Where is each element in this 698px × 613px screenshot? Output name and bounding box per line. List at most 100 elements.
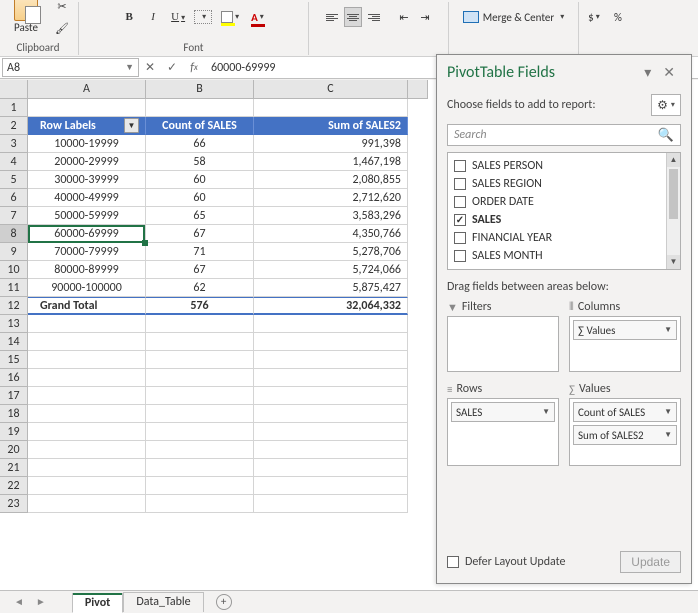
cancel-formula-button[interactable]: ✕ [139, 57, 161, 78]
cut-button[interactable]: ✂ [52, 0, 72, 16]
row-header-12[interactable]: 12 [0, 297, 28, 315]
cell[interactable] [146, 495, 254, 513]
close-icon[interactable]: ✕ [657, 64, 681, 81]
area-chip[interactable]: SALES▼ [451, 402, 555, 422]
name-box[interactable]: A8 ▼ [2, 58, 139, 77]
enter-formula-button[interactable]: ✓ [161, 57, 183, 78]
cell[interactable] [254, 441, 408, 459]
currency-format-button[interactable]: $ [585, 7, 603, 27]
sheet-nav-prev[interactable]: ◄ [8, 595, 30, 608]
cell[interactable] [28, 423, 146, 441]
cell[interactable]: 60 [146, 171, 254, 189]
cell[interactable]: 66 [146, 135, 254, 153]
cell[interactable] [28, 441, 146, 459]
cell[interactable] [254, 369, 408, 387]
cell[interactable]: 65 [146, 207, 254, 225]
cell[interactable]: 1,467,198 [254, 153, 408, 171]
cell[interactable]: 90000-100000 [28, 279, 146, 297]
cells-area[interactable]: Row Labels▼Count of SALESSum of SALES210… [28, 99, 408, 513]
cell[interactable] [254, 423, 408, 441]
field-checkbox[interactable] [454, 196, 466, 208]
cell[interactable]: Grand Total [28, 297, 146, 315]
align-right-button[interactable] [365, 7, 383, 27]
cell[interactable] [146, 441, 254, 459]
cell[interactable] [254, 495, 408, 513]
cell[interactable]: 58 [146, 153, 254, 171]
cell[interactable]: 40000-49999 [28, 189, 146, 207]
row-header-11[interactable]: 11 [0, 279, 28, 297]
row-header-16[interactable]: 16 [0, 369, 28, 387]
cell[interactable]: 71 [146, 243, 254, 261]
row-header-20[interactable]: 20 [0, 441, 28, 459]
field-search-input[interactable]: Search 🔍 [447, 124, 681, 146]
cell[interactable] [146, 477, 254, 495]
field-checkbox[interactable] [454, 178, 466, 190]
cell[interactable]: 60 [146, 189, 254, 207]
cell[interactable] [146, 351, 254, 369]
cell[interactable] [254, 99, 408, 117]
column-header-A[interactable]: A [28, 80, 146, 99]
cell[interactable] [28, 315, 146, 333]
cell[interactable]: 80000-89999 [28, 261, 146, 279]
cell[interactable] [28, 477, 146, 495]
cell[interactable]: 62 [146, 279, 254, 297]
cell[interactable]: 67 [146, 225, 254, 243]
borders-button[interactable] [194, 10, 212, 24]
cell[interactable]: Row Labels▼ [28, 117, 146, 135]
font-color-button[interactable]: A [248, 7, 267, 27]
merge-center-button[interactable]: Merge & Center [460, 7, 568, 27]
cell[interactable] [146, 405, 254, 423]
rowlabels-filter-button[interactable]: ▼ [124, 118, 139, 133]
cell[interactable] [146, 459, 254, 477]
scroll-up-icon[interactable]: ▲ [667, 153, 680, 167]
cell[interactable] [254, 315, 408, 333]
chevron-down-icon[interactable]: ▼ [542, 407, 550, 417]
cell[interactable] [146, 387, 254, 405]
cell[interactable]: 5,724,066 [254, 261, 408, 279]
cell[interactable] [28, 405, 146, 423]
cell[interactable]: Count of SALES [146, 117, 254, 135]
area-chip[interactable]: Count of SALES▼ [573, 402, 677, 422]
cell[interactable] [254, 459, 408, 477]
area-chip[interactable]: Sum of SALES2▼ [573, 425, 677, 445]
row-header-23[interactable]: 23 [0, 495, 28, 513]
cell[interactable]: 20000-29999 [28, 153, 146, 171]
area-filters-box[interactable] [447, 316, 559, 372]
field-sales[interactable]: SALES [452, 211, 662, 229]
cell[interactable] [28, 369, 146, 387]
row-header-10[interactable]: 10 [0, 261, 28, 279]
cell[interactable] [146, 99, 254, 117]
paste-button[interactable]: Paste [4, 0, 48, 40]
field-financial-year[interactable]: FINANCIAL YEAR [452, 229, 662, 247]
cell[interactable]: 576 [146, 297, 254, 315]
chevron-down-icon[interactable]: ▼ [664, 325, 672, 335]
area-rows-box[interactable]: SALES▼ [447, 398, 559, 466]
increase-indent-button[interactable]: ⇥ [416, 7, 434, 27]
cell[interactable]: 60000-69999 [28, 225, 146, 243]
row-header-7[interactable]: 7 [0, 207, 28, 225]
row-header-19[interactable]: 19 [0, 423, 28, 441]
cell[interactable]: 70000-79999 [28, 243, 146, 261]
percent-format-button[interactable]: % [609, 7, 627, 27]
chevron-down-icon[interactable]: ▼ [664, 430, 672, 440]
column-header-C[interactable]: C [254, 80, 408, 99]
cell[interactable]: 32,064,332 [254, 297, 408, 315]
cell[interactable]: 5,875,427 [254, 279, 408, 297]
sheet-tab-data_table[interactable]: Data_Table [123, 592, 203, 612]
sheet-nav-next[interactable]: ► [30, 595, 52, 608]
cell[interactable] [146, 423, 254, 441]
cell[interactable]: 3,583,296 [254, 207, 408, 225]
field-checkbox[interactable] [454, 214, 466, 226]
field-checkbox[interactable] [454, 232, 466, 244]
decrease-indent-button[interactable]: ⇤ [395, 7, 413, 27]
field-sales-month[interactable]: SALES MONTH [452, 247, 662, 265]
field-checkbox[interactable] [454, 250, 466, 262]
row-header-4[interactable]: 4 [0, 153, 28, 171]
row-header-9[interactable]: 9 [0, 243, 28, 261]
cell[interactable] [254, 351, 408, 369]
field-checkbox[interactable] [454, 160, 466, 172]
cell[interactable]: 50000-59999 [28, 207, 146, 225]
underline-button[interactable]: U [168, 7, 188, 27]
row-header-15[interactable]: 15 [0, 351, 28, 369]
row-header-21[interactable]: 21 [0, 459, 28, 477]
